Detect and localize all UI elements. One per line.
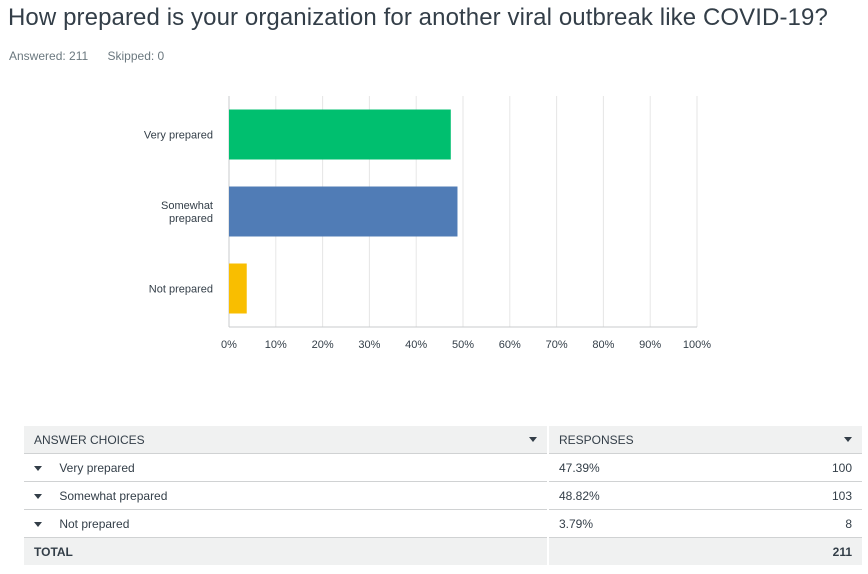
total-row: TOTAL 211 <box>24 537 862 565</box>
row-gap <box>547 481 549 510</box>
x-tick-label: 50% <box>452 339 474 351</box>
bar[interactable] <box>229 263 247 314</box>
sort-caret-icon[interactable] <box>844 437 852 442</box>
total-spacer <box>549 537 738 565</box>
percent-cell: 48.82% <box>549 481 738 510</box>
x-tick-label: 10% <box>265 339 287 351</box>
choice-cell: Not prepared <box>24 509 547 538</box>
table-row: Not prepared 3.79% 8 <box>24 509 862 538</box>
choice-label: Not prepared <box>59 516 130 531</box>
choice-cell: Somewhat prepared <box>24 481 547 510</box>
category-label: Somewhat <box>161 200 213 212</box>
x-tick-label: 0% <box>221 339 237 351</box>
x-tick-label: 80% <box>592 339 614 351</box>
expand-caret-icon[interactable] <box>34 465 42 471</box>
choice-cell: Very prepared <box>24 453 547 482</box>
x-tick-label: 60% <box>499 339 521 351</box>
bar[interactable] <box>229 186 458 237</box>
category-label: Not prepared <box>149 284 213 296</box>
question-stats: Answered: 211 Skipped: 0 <box>9 49 180 63</box>
choice-label: Somewhat prepared <box>59 488 168 503</box>
responses-table: ANSWER CHOICES RESPONSES Very prepared 4… <box>24 426 862 565</box>
x-tick-label: 30% <box>358 339 380 351</box>
category-label: prepared <box>169 213 213 225</box>
bar[interactable] <box>229 109 451 160</box>
total-label: TOTAL <box>24 537 547 565</box>
category-label: Very prepared <box>144 130 213 142</box>
row-gap <box>547 537 549 565</box>
skipped-count: Skipped: 0 <box>107 49 165 63</box>
header-gap <box>547 426 549 454</box>
x-tick-label: 70% <box>546 339 568 351</box>
header-answer-choices[interactable]: ANSWER CHOICES <box>24 426 547 454</box>
x-tick-label: 40% <box>405 339 427 351</box>
percent-cell: 3.79% <box>549 509 738 538</box>
percent-cell: 47.39% <box>549 453 738 482</box>
header-responses-label: RESPONSES <box>559 432 634 447</box>
expand-caret-icon[interactable] <box>34 521 42 527</box>
header-responses[interactable]: RESPONSES <box>549 426 862 454</box>
expand-caret-icon[interactable] <box>34 493 42 499</box>
question-title: How prepared is your organization for an… <box>8 4 828 31</box>
total-count: 211 <box>737 537 862 565</box>
choice-label: Very prepared <box>59 460 135 475</box>
count-cell: 100 <box>737 453 862 482</box>
table-row: Very prepared 47.39% 100 <box>24 453 862 482</box>
x-tick-label: 90% <box>639 339 661 351</box>
row-gap <box>547 509 549 538</box>
count-cell: 103 <box>737 481 862 510</box>
x-tick-label: 20% <box>312 339 334 351</box>
count-cell: 8 <box>737 509 862 538</box>
table-row: Somewhat prepared 48.82% 103 <box>24 481 862 510</box>
row-gap <box>547 453 549 482</box>
header-answer-choices-label: ANSWER CHOICES <box>34 432 145 447</box>
sort-caret-icon[interactable] <box>529 437 537 442</box>
x-tick-label: 100% <box>683 339 711 351</box>
answered-count: Answered: 211 <box>9 49 89 63</box>
